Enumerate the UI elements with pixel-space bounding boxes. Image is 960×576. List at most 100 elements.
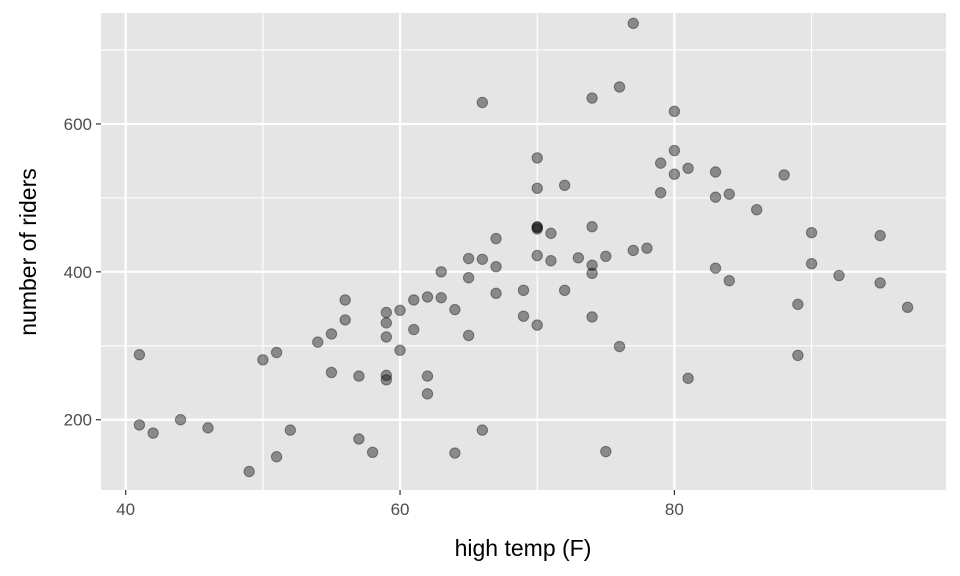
data-point [558,179,571,192]
data-point [750,204,763,216]
data-point [613,81,626,93]
data-point [709,262,722,274]
data-point [586,92,598,104]
data-point [202,422,214,434]
data-point [531,221,543,234]
data-point [366,446,379,458]
data-point [435,292,447,304]
data-point [531,221,543,233]
data-point [490,232,502,245]
data-point [792,298,804,311]
data-point [380,317,393,329]
data-point [709,191,722,203]
x-axis-title: high temp (F) [455,535,592,561]
data-point [490,287,502,299]
data-point [586,267,598,280]
data-point [339,314,351,326]
data-point [778,169,790,181]
data-point [723,188,735,200]
data-point [545,255,557,267]
data-point [449,447,461,459]
data-point [654,187,667,199]
x-tick-label: 80 [665,500,684,519]
x-tick-label: 60 [391,500,410,519]
data-point [874,277,886,289]
data-point [805,226,818,239]
data-point [668,168,681,180]
data-point [627,17,639,30]
data-point [668,105,681,118]
data-point [284,424,297,436]
data-point [586,221,598,233]
data-point [586,259,598,271]
data-point [874,229,886,242]
data-point [380,374,393,386]
data-point [476,424,489,436]
data-points [133,17,914,478]
data-point [600,445,612,458]
y-tick-label: 600 [64,115,92,134]
y-tick-label: 200 [64,411,92,430]
data-point [901,301,914,314]
data-point [545,227,557,240]
data-point [421,291,434,303]
data-point [312,336,324,348]
data-point [421,370,434,382]
data-point [394,344,406,356]
y-tick-label: 400 [64,263,92,282]
data-point [449,303,461,316]
data-point [613,340,626,353]
data-point [531,182,543,194]
data-point [133,419,146,431]
data-point [174,414,187,426]
x-tick-label: 40 [116,500,135,519]
data-point [627,244,639,257]
data-point [408,323,420,336]
data-point [147,427,159,439]
data-point [408,294,420,306]
data-point [668,144,681,157]
data-point [462,329,475,342]
data-point [476,96,489,109]
data-point [490,260,502,273]
data-point [723,275,735,287]
data-point [833,269,845,282]
data-point [572,252,585,264]
data-point [517,284,530,297]
data-point [531,319,543,331]
data-point [380,369,393,382]
data-point [600,250,612,263]
data-point [476,253,489,265]
x-axis-ticks: 40 60 80 [116,490,684,519]
data-point [270,451,283,463]
data-point [531,152,543,164]
data-point [517,310,530,322]
data-point [792,349,804,362]
data-point [325,328,338,340]
data-point [133,348,146,361]
data-point [682,162,694,175]
data-point [421,388,434,400]
data-point [257,354,269,366]
data-point [641,242,653,254]
data-point [270,346,283,359]
data-point [709,166,722,178]
data-point [462,272,475,284]
data-point [586,311,598,323]
y-axis-ticks: 200 400 600 [64,115,101,430]
data-point [380,331,393,343]
data-point [325,366,338,379]
data-point [435,266,447,278]
data-point [243,465,255,478]
grid-minor [101,13,946,490]
plot-panel [101,13,946,490]
data-point [531,223,543,235]
y-axis-title: number of riders [15,168,41,335]
data-point [531,249,543,262]
data-point [339,294,351,306]
data-point [353,433,365,445]
data-point [805,258,818,270]
data-point [353,370,365,382]
data-point [394,304,406,316]
data-point [682,372,694,385]
